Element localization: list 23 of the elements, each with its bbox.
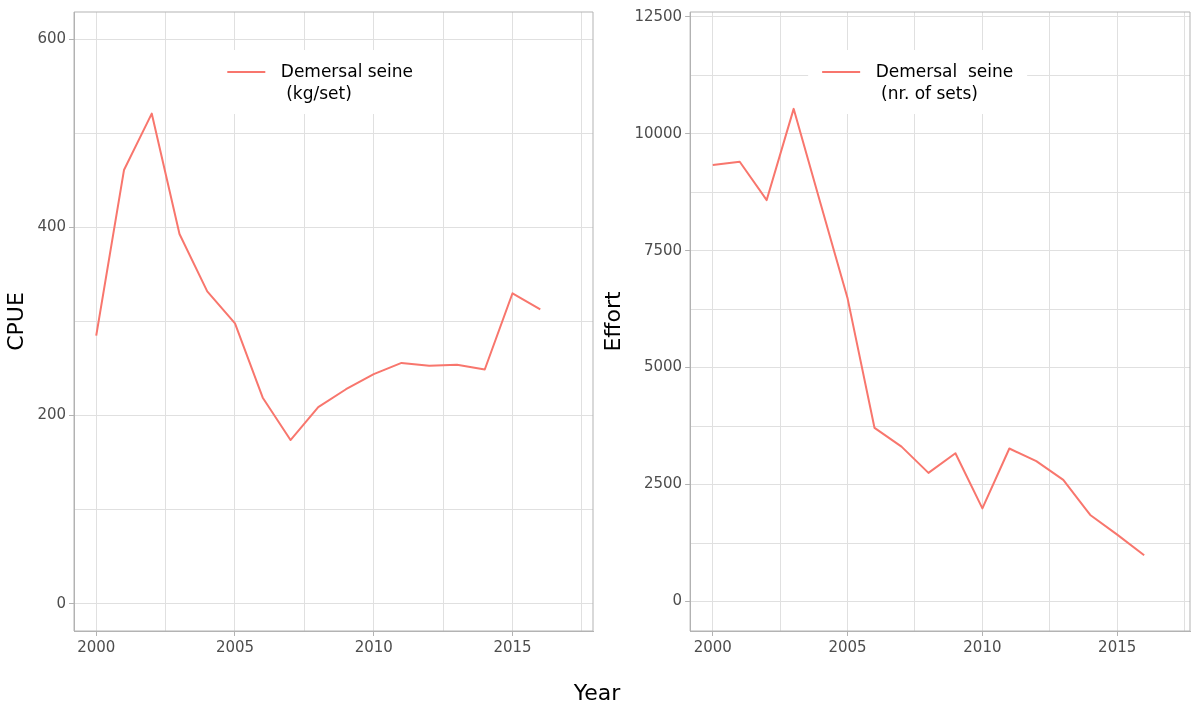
y-tick-label: 600 xyxy=(37,29,67,48)
x-axis-title: Year xyxy=(572,680,622,705)
y-tick-label: 0 xyxy=(56,593,67,612)
y-tick-label: 5000 xyxy=(643,357,683,376)
y-tick-label: 2500 xyxy=(643,474,683,493)
y-axis-title: CPUE xyxy=(2,292,28,351)
x-tick-label: 2015 xyxy=(1098,637,1137,656)
x-tick-label: 2000 xyxy=(693,637,732,656)
y-tick-label: 12500 xyxy=(634,6,683,25)
x-tick-label: 2005 xyxy=(828,637,867,656)
x-tick-label: 2005 xyxy=(215,637,255,656)
x-tick-label: 2000 xyxy=(77,637,116,656)
y-tick-label: 10000 xyxy=(634,123,683,142)
y-tick-label: 400 xyxy=(37,217,67,236)
y-tick-label: 200 xyxy=(37,405,67,424)
legend-label: Demersal seine (nr. of sets) xyxy=(875,60,1014,104)
x-tick-label: 2010 xyxy=(354,637,393,656)
legend-label: Demersal seine (kg/set) xyxy=(280,60,414,104)
y-tick-label: 0 xyxy=(672,591,683,610)
x-tick-label: 2015 xyxy=(493,637,532,656)
y-tick-label: 7500 xyxy=(643,240,683,259)
y-axis-title: Effort xyxy=(599,291,625,352)
x-tick-label: 2010 xyxy=(963,637,1002,656)
